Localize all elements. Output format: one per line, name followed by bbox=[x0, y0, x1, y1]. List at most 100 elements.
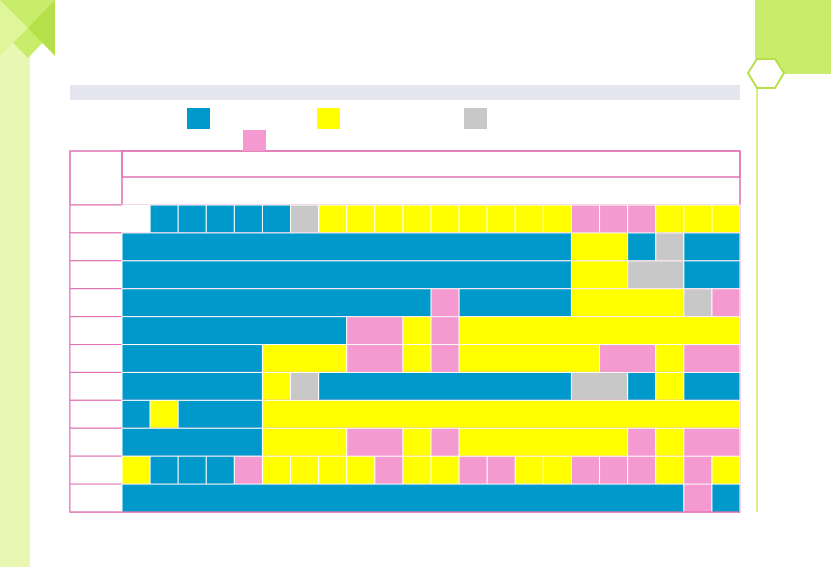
schedule-cell bbox=[121, 288, 432, 318]
schedule-cell bbox=[627, 371, 657, 401]
schedule-cell bbox=[514, 204, 544, 234]
schedule-cell bbox=[683, 344, 741, 373]
schedule-cell bbox=[683, 371, 741, 401]
schedule-cell bbox=[233, 204, 263, 234]
schedule-cell bbox=[683, 455, 713, 485]
row-label-cell bbox=[69, 399, 123, 429]
schedule-cell bbox=[570, 288, 685, 318]
schedule-cell bbox=[121, 427, 263, 457]
corner-deco bbox=[28, 0, 55, 56]
schedule-cell bbox=[121, 204, 151, 234]
schedule-cell bbox=[318, 371, 572, 401]
schedule-cell bbox=[430, 288, 460, 318]
schedule-cell bbox=[542, 204, 572, 234]
schedule-cell bbox=[627, 427, 657, 457]
schedule-cell bbox=[290, 204, 320, 234]
schedule-cell bbox=[570, 232, 629, 262]
row-label-cell bbox=[69, 288, 123, 318]
row-label-cell bbox=[69, 232, 123, 262]
schedule-cell bbox=[149, 455, 179, 485]
schedule-cell bbox=[458, 455, 488, 485]
schedule-cell bbox=[121, 483, 685, 513]
schedule-cell bbox=[711, 455, 741, 485]
schedule-cell bbox=[486, 204, 516, 234]
schedule-cell bbox=[514, 455, 544, 485]
schedule-cell bbox=[402, 427, 432, 457]
schedule-cell bbox=[430, 427, 460, 457]
schedule-cell bbox=[346, 344, 404, 373]
schedule-cell bbox=[542, 455, 572, 485]
schedule-cell bbox=[261, 204, 292, 234]
schedule-cell bbox=[261, 455, 292, 485]
legend-swatch bbox=[317, 108, 340, 129]
schedule-cell bbox=[486, 455, 516, 485]
hexagon bbox=[746, 58, 786, 89]
schedule-cell bbox=[430, 204, 460, 234]
schedule-cell bbox=[402, 204, 432, 234]
schedule-cell bbox=[177, 399, 263, 429]
schedule-cell bbox=[205, 455, 235, 485]
schedule-cell bbox=[402, 316, 432, 346]
schedule-cell bbox=[430, 344, 460, 373]
schedule-cell bbox=[627, 232, 657, 262]
schedule-cell bbox=[711, 483, 741, 513]
schedule-cell bbox=[458, 344, 601, 373]
schedule-cell bbox=[683, 232, 741, 262]
row-label-cell bbox=[69, 204, 123, 234]
schedule-cell bbox=[121, 344, 263, 373]
schedule-cell bbox=[570, 260, 629, 290]
row-label-cell bbox=[69, 455, 123, 485]
legend-swatch bbox=[243, 130, 266, 151]
schedule-cell bbox=[121, 260, 572, 290]
row-label-cell bbox=[69, 344, 123, 373]
schedule-cell bbox=[599, 344, 657, 373]
schedule-cell bbox=[683, 483, 713, 513]
schedule-cell bbox=[599, 204, 629, 234]
schedule-cell bbox=[346, 204, 376, 234]
schedule-cell bbox=[318, 455, 348, 485]
header-cell bbox=[121, 150, 741, 178]
schedule-cell bbox=[261, 427, 348, 457]
row-label-cell bbox=[69, 371, 123, 401]
schedule-cell bbox=[402, 344, 432, 373]
schedule-cell bbox=[149, 204, 179, 234]
schedule-cell bbox=[402, 455, 432, 485]
schedule-cell bbox=[458, 316, 741, 346]
schedule-cell bbox=[121, 232, 572, 262]
schedule-cell bbox=[121, 399, 151, 429]
schedule-cell bbox=[149, 399, 179, 429]
schedule-cell bbox=[430, 455, 460, 485]
schedule-cell bbox=[570, 204, 601, 234]
schedule-cell bbox=[655, 344, 685, 373]
schedule-cell bbox=[627, 455, 657, 485]
schedule-cell bbox=[261, 344, 348, 373]
left-bar bbox=[0, 0, 30, 567]
schedule-cell bbox=[374, 455, 404, 485]
row-label-cell bbox=[69, 483, 123, 513]
schedule-cell bbox=[290, 371, 320, 401]
schedule-cell bbox=[261, 399, 741, 429]
schedule-cell bbox=[655, 455, 685, 485]
schedule-cell bbox=[627, 204, 657, 234]
title-band bbox=[70, 85, 740, 100]
schedule-cell bbox=[233, 455, 263, 485]
schedule-cell bbox=[177, 204, 207, 234]
schedule-cell bbox=[458, 427, 629, 457]
schedule-cell bbox=[683, 204, 713, 234]
schedule-cell bbox=[711, 288, 741, 318]
schedule-cell bbox=[458, 288, 572, 318]
schedule-cell bbox=[318, 204, 348, 234]
corner-deco bbox=[0, 0, 28, 56]
schedule-cell bbox=[458, 204, 488, 234]
schedule-cell bbox=[570, 455, 601, 485]
schedule-cell bbox=[177, 455, 207, 485]
schedule-cell bbox=[121, 455, 151, 485]
schedule-cell bbox=[627, 260, 685, 290]
schedule-cell bbox=[261, 371, 292, 401]
schedule-cell bbox=[205, 204, 235, 234]
legend-swatch bbox=[187, 108, 210, 129]
schedule-cell bbox=[683, 427, 741, 457]
schedule-cell bbox=[374, 204, 404, 234]
schedule-cell bbox=[599, 455, 629, 485]
schedule-cell bbox=[121, 316, 348, 346]
